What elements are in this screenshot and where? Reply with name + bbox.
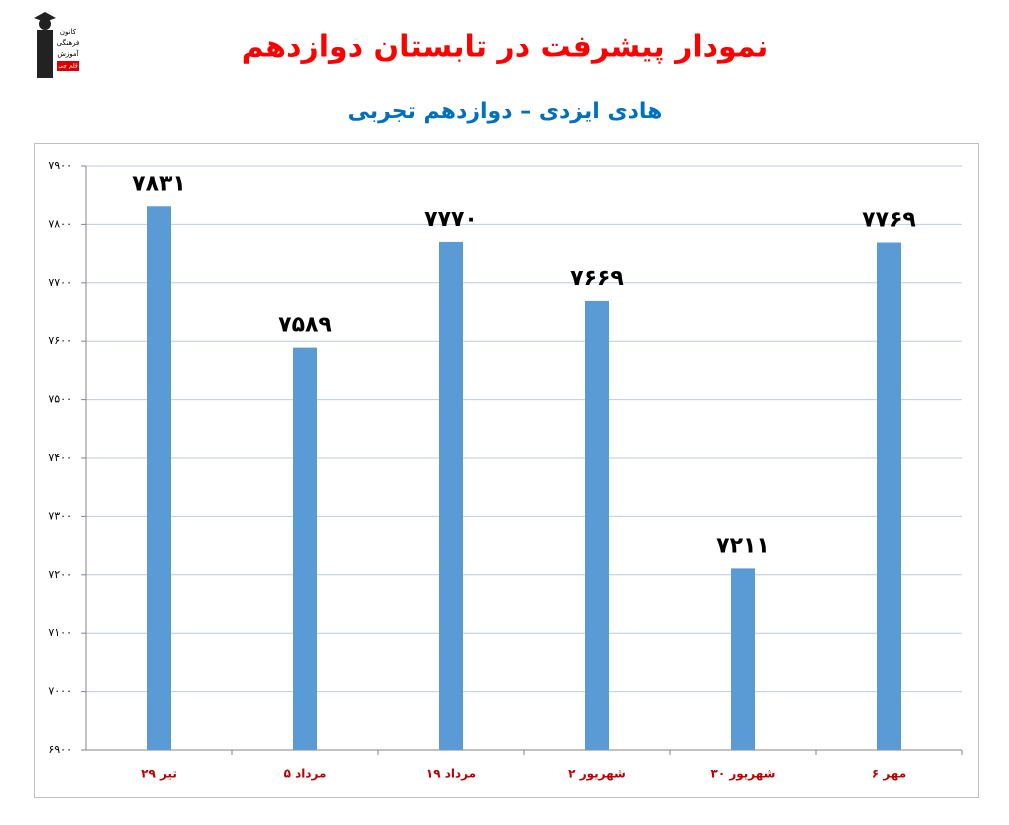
bar bbox=[293, 347, 317, 750]
logo: کانون فرهنگی آموزش قلم چی bbox=[34, 12, 80, 78]
y-tick-label: ۷۸۰۰ bbox=[48, 217, 72, 230]
data-label: ۷۶۶۹ bbox=[570, 266, 624, 291]
logo-text: آموزش bbox=[57, 49, 79, 58]
y-tick-label: ۷۹۰۰ bbox=[48, 159, 72, 172]
bar bbox=[585, 300, 609, 750]
logo-figure bbox=[37, 30, 53, 78]
logo-cap bbox=[34, 12, 56, 22]
y-tick-label: ۷۵۰۰ bbox=[48, 393, 72, 406]
logo-text: فرهنگی bbox=[57, 38, 80, 47]
x-tick-label: ۶ مهر bbox=[872, 767, 906, 781]
chart-subtitle: هادی ایزدی – دوازدهم تجربی bbox=[348, 99, 663, 124]
data-label: ۷۵۸۹ bbox=[278, 313, 332, 338]
y-tick-label: ۷۷۰۰ bbox=[48, 276, 72, 289]
bar bbox=[439, 241, 463, 751]
y-tick-label: ۷۶۰۰ bbox=[48, 334, 72, 347]
y-tick-label: ۶۹۰۰ bbox=[48, 743, 72, 756]
bar bbox=[731, 568, 755, 750]
bar bbox=[877, 242, 901, 750]
logo-text: قلم چی bbox=[58, 63, 78, 70]
bar bbox=[147, 206, 171, 750]
x-tick-label: ۳۰ شهریور bbox=[711, 767, 776, 782]
y-tick-label: ۷۲۰۰ bbox=[48, 568, 72, 581]
x-tick-label: ۱۹ مرداد bbox=[426, 767, 476, 781]
logo-badge bbox=[57, 61, 79, 71]
chart-title: نمودار پیشرفت در تابستان دوازدهم bbox=[242, 30, 768, 65]
logo-text: کانون bbox=[60, 28, 77, 36]
logo-head bbox=[39, 18, 51, 30]
data-label: ۷۷۶۹ bbox=[862, 208, 916, 233]
y-tick-label: ۷۴۰۰ bbox=[48, 451, 72, 464]
data-label: ۷۷۷۰ bbox=[424, 207, 478, 232]
x-tick-label: ۵ مرداد bbox=[284, 767, 327, 781]
y-tick-label: ۷۳۰۰ bbox=[48, 509, 72, 522]
x-tick-label: ۲۹ تیر bbox=[141, 767, 177, 781]
data-label: ۷۲۱۱ bbox=[716, 533, 770, 558]
y-tick-label: ۷۱۰۰ bbox=[48, 626, 72, 639]
chart-frame bbox=[34, 143, 979, 798]
y-tick-label: ۷۰۰۰ bbox=[48, 685, 72, 698]
x-tick-label: ۲ شهریور bbox=[568, 767, 626, 782]
data-label: ۷۸۳۱ bbox=[132, 171, 186, 196]
